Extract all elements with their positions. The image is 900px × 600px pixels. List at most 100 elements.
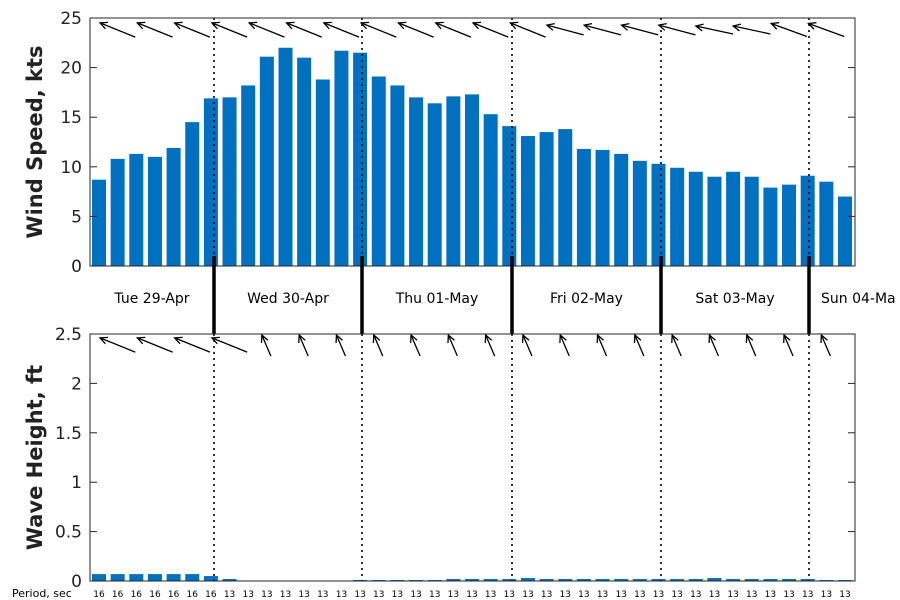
- wind-bar: [502, 126, 517, 267]
- wind-bar: [614, 153, 629, 266]
- y-tick-label: 0.5: [55, 523, 82, 543]
- wind-direction-arrow: [135, 21, 173, 38]
- wind-bar: [110, 158, 125, 266]
- period-value: 13: [560, 590, 571, 600]
- wind-direction-arrow: [210, 21, 248, 38]
- period-value: 13: [765, 590, 776, 600]
- wind-bar: [726, 171, 741, 266]
- wind-y-axis-label: Wind Speed, kts: [23, 45, 47, 238]
- period-value: 13: [615, 590, 626, 600]
- period-value: 13: [429, 590, 440, 600]
- wave-bar: [576, 579, 591, 581]
- wind-bar: [800, 175, 815, 266]
- wind-bar: [707, 176, 722, 266]
- y-tick-label: 5: [71, 207, 82, 227]
- wind-bar: [838, 196, 852, 266]
- wave-bar: [166, 574, 181, 581]
- wind-direction-arrow: [807, 22, 845, 38]
- wind-direction-arrow: [434, 21, 472, 38]
- wind-bar: [185, 122, 200, 266]
- wind-bar: [670, 167, 685, 266]
- wave-direction-arrow: [596, 333, 608, 357]
- wave-direction-arrow: [559, 333, 570, 357]
- wind-bar: [409, 97, 424, 266]
- wind-plot-frame: [89, 17, 856, 267]
- wave-direction-arrow: [135, 336, 173, 353]
- wave-direction-arrow: [521, 333, 533, 357]
- period-value: 13: [354, 590, 365, 600]
- period-value: 16: [187, 590, 199, 600]
- wave-plot-frame: [89, 333, 856, 582]
- wave-bar: [707, 578, 722, 581]
- wind-direction-arrow: [769, 22, 808, 38]
- day-label: Thu 01-May: [395, 291, 479, 307]
- day-label: Sat 03-May: [695, 291, 774, 307]
- wave-bar: [203, 576, 218, 581]
- period-value: 13: [709, 590, 720, 600]
- wave-direction-arrow: [260, 333, 272, 357]
- period-value: 13: [298, 590, 309, 600]
- wave-bar: [446, 579, 461, 581]
- wind-bar: [688, 171, 703, 266]
- y-tick-label: 15: [60, 108, 82, 128]
- period-value: 13: [466, 590, 477, 600]
- period-value: 16: [149, 590, 161, 600]
- wave-bar: [782, 579, 797, 581]
- wind-bar: [278, 47, 293, 267]
- day-label: Tue 29-Apr: [113, 291, 189, 307]
- wave-direction-arrow: [708, 333, 720, 357]
- wave-direction-arrow: [783, 333, 794, 357]
- y-tick-label: 2.5: [55, 325, 82, 345]
- wave-bar: [744, 579, 759, 581]
- y-tick-label: 2: [71, 374, 82, 394]
- wave-bar: [688, 579, 703, 581]
- wind-bar: [203, 98, 218, 267]
- period-value: 13: [634, 590, 645, 600]
- wave-bar: [800, 579, 815, 581]
- wave-bar: [483, 579, 498, 581]
- wave-bar: [129, 574, 144, 581]
- wave-bar: [502, 579, 517, 581]
- wave-bar: [595, 579, 610, 581]
- wind-bar: [241, 85, 256, 267]
- wave-direction-arrow: [745, 333, 757, 357]
- wind-bar: [483, 114, 498, 266]
- wave-direction-arrow: [410, 333, 421, 357]
- day-label: Wed 30-Apr: [247, 291, 329, 307]
- period-value: 16: [93, 590, 105, 600]
- wind-direction-arrow: [620, 22, 659, 36]
- wind-bar: [465, 94, 479, 266]
- wave-direction-arrow: [298, 333, 309, 357]
- wave-bar: [465, 579, 479, 581]
- period-value: 13: [802, 590, 813, 600]
- wave-direction-arrow: [372, 333, 384, 357]
- y-tick-label: 1: [71, 473, 82, 493]
- wind-direction-arrow: [582, 22, 622, 36]
- period-value: 16: [112, 590, 124, 600]
- wind-bar: [166, 147, 181, 266]
- wind-bar: [763, 187, 778, 266]
- period-value: 13: [522, 590, 533, 600]
- wind-bar: [222, 97, 237, 266]
- y-tick-label: 0: [71, 572, 82, 592]
- day-label: Fri 02-May: [550, 291, 623, 307]
- wind-bar: [520, 136, 535, 266]
- wind-bar: [297, 57, 312, 267]
- wave-bar: [147, 574, 162, 581]
- wind-bar: [371, 76, 386, 266]
- wind-direction-arrow: [657, 22, 696, 36]
- wave-direction-arrow: [210, 336, 248, 353]
- wind-direction-arrow: [397, 21, 434, 38]
- wind-direction-arrow: [173, 21, 211, 38]
- wave-direction-arrow: [173, 336, 211, 353]
- wind-direction-arrow: [98, 21, 136, 38]
- wind-direction-arrow: [731, 23, 771, 35]
- wind-direction-arrow: [359, 21, 397, 38]
- period-value: 13: [783, 590, 794, 600]
- day-label: Sun 04-Ma: [821, 291, 896, 307]
- y-tick-label: 25: [60, 9, 82, 29]
- wind-bar: [427, 103, 442, 266]
- wind-bar: [129, 153, 144, 266]
- wind-bar: [651, 163, 666, 266]
